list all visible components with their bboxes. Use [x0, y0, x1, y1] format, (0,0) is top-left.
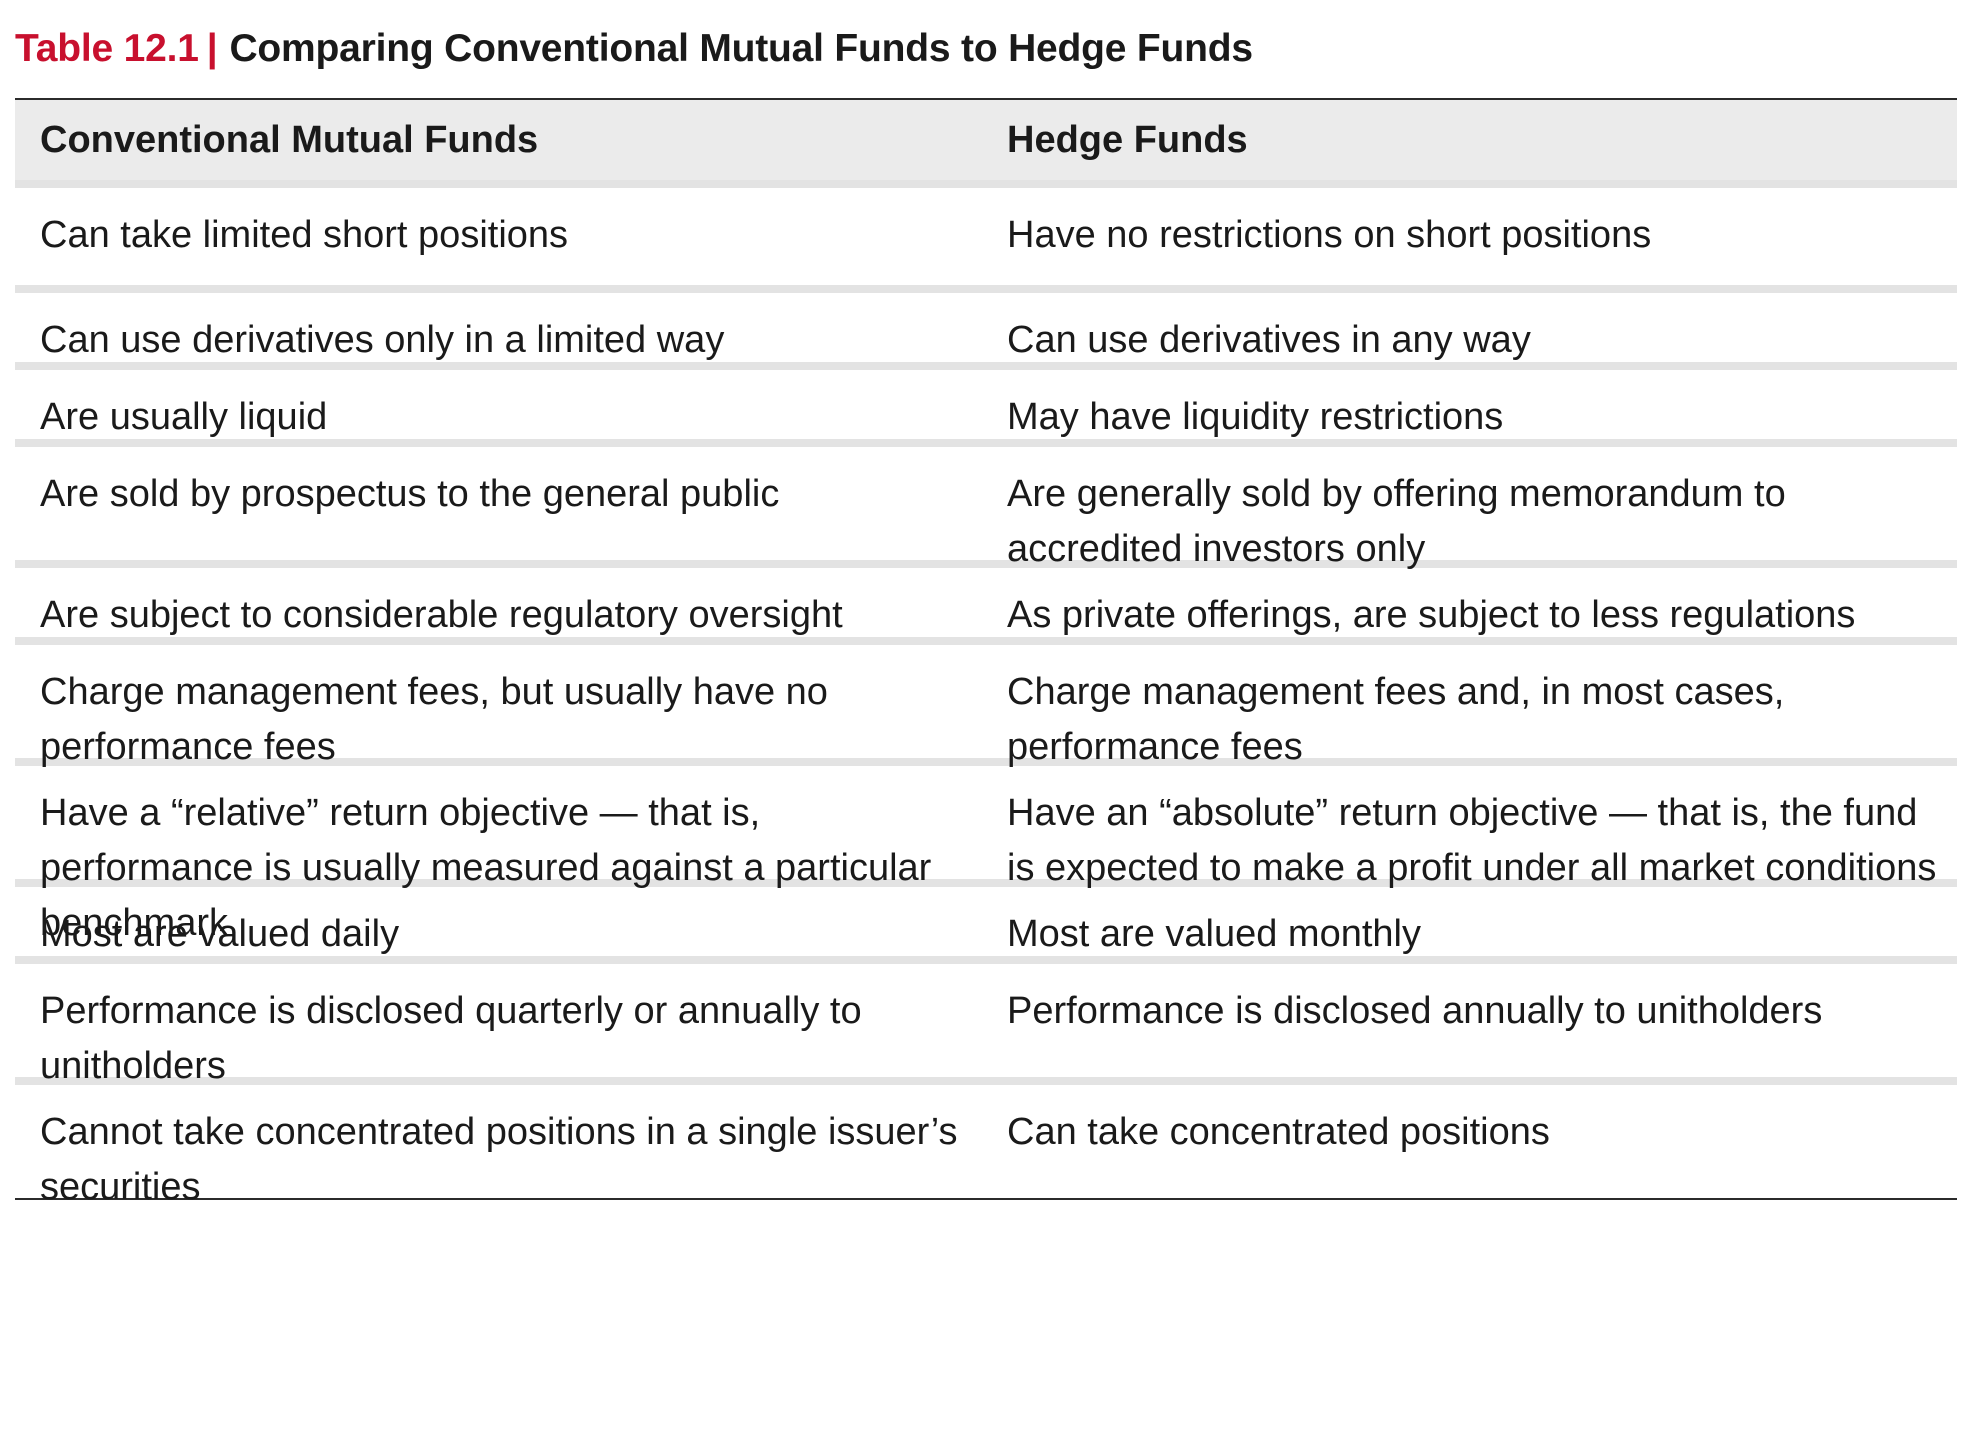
table-row: Charge management fees, but usually have…	[15, 637, 1957, 768]
table-row: Can take limited short positions Have no…	[15, 180, 1957, 285]
hedge-funds-cell: May have liquidity restrictions	[1007, 396, 1504, 438]
mutual-funds-cell: Have a “relative” return objective — tha…	[40, 792, 932, 944]
table-title: Comparing Conventional Mutual Funds to H…	[229, 27, 1253, 70]
hedge-funds-cell: Have no restrictions on short positions	[1007, 214, 1652, 256]
table-row: Have a “relative” return objective — tha…	[15, 758, 1957, 944]
mutual-funds-cell: Are subject to considerable regulatory o…	[40, 594, 843, 636]
table-row: Are usually liquid May have liquidity re…	[15, 362, 1957, 439]
hedge-funds-cell: Have an “absolute” return objective — th…	[1007, 792, 1937, 889]
hedge-funds-cell: Are generally sold by offering memorandu…	[1007, 473, 1786, 570]
caption-separator: |	[206, 27, 218, 70]
table-row: Performance is disclosed quarterly or an…	[15, 956, 1957, 1087]
hedge-funds-cell: As private offerings, are subject to les…	[1007, 594, 1856, 636]
table-row: Are sold by prospectus to the general pu…	[15, 439, 1957, 570]
table-caption: Table 12.1 | Comparing Conventional Mutu…	[15, 0, 1957, 98]
table-row: Are subject to considerable regulatory o…	[15, 560, 1957, 637]
comparison-table: Conventional Mutual Funds Hedge Funds Ca…	[15, 98, 1957, 1208]
header-cell-hedge-funds: Hedge Funds	[1007, 118, 1248, 161]
table-header-row: Conventional Mutual Funds Hedge Funds	[15, 100, 1957, 180]
hedge-funds-cell: Charge management fees and, in most case…	[1007, 671, 1785, 768]
mutual-funds-cell: Are usually liquid	[40, 396, 328, 438]
table-row: Most are valued daily Most are valued mo…	[15, 879, 1957, 956]
hedge-funds-cell: Can use derivatives in any way	[1007, 319, 1531, 361]
mutual-funds-cell: Performance is disclosed quarterly or an…	[40, 990, 862, 1087]
header-cell-mutual-funds: Conventional Mutual Funds	[40, 118, 539, 161]
document-page: Table 12.1 | Comparing Conventional Mutu…	[15, 0, 1957, 1208]
table-row: Can use derivatives only in a limited wa…	[15, 285, 1957, 362]
mutual-funds-cell: Can use derivatives only in a limited wa…	[40, 319, 725, 361]
mutual-funds-cell: Cannot take concentrated positions in a …	[40, 1111, 958, 1208]
mutual-funds-cell: Are sold by prospectus to the general pu…	[40, 473, 780, 515]
mutual-funds-cell: Most are valued daily	[40, 913, 400, 955]
table-row: Cannot take concentrated positions in a …	[15, 1077, 1957, 1208]
mutual-funds-cell: Charge management fees, but usually have…	[40, 671, 828, 768]
hedge-funds-cell: Most are valued monthly	[1007, 913, 1421, 955]
table-number: Table 12.1	[15, 27, 199, 70]
mutual-funds-cell: Can take limited short positions	[40, 214, 569, 256]
hedge-funds-cell: Performance is disclosed annually to uni…	[1007, 990, 1823, 1032]
hedge-funds-cell: Can take concentrated positions	[1007, 1111, 1550, 1153]
